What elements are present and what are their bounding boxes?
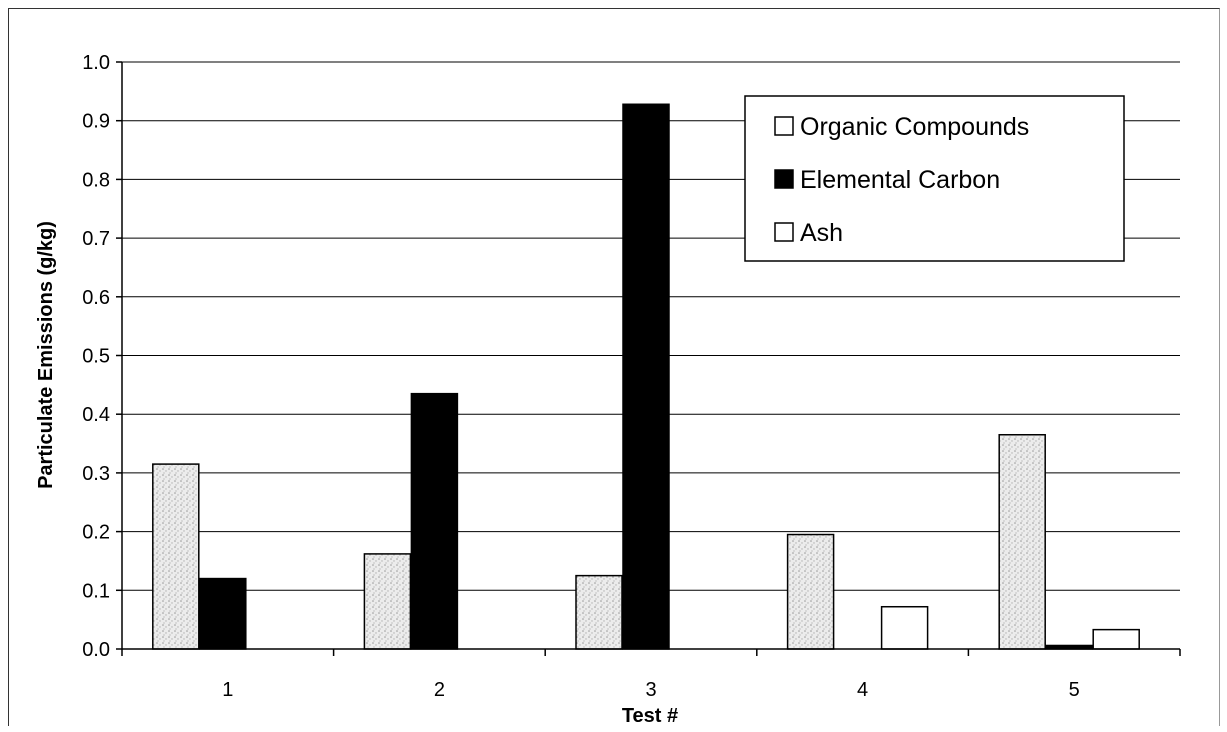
legend-label: Organic Compounds: [800, 113, 1029, 141]
y-tick-label: 0.4: [82, 404, 110, 426]
bar-ash: [1092, 628, 1140, 650]
bar-elemental-carbon: [622, 103, 670, 650]
legend-label: Ash: [800, 219, 843, 247]
y-tick-label: 0.9: [82, 111, 110, 133]
y-tick-label: 0.0: [82, 639, 110, 661]
y-tick-label: 1.0: [82, 52, 110, 74]
tick-labels: 0.0 0.1 0.2 0.3 0.4 0.5 0.6 0.7 0.8 0.9 1.0 1 2 3 4 5: [82, 52, 1181, 701]
legend-swatch: [774, 222, 794, 242]
y-tick-label: 0.1: [82, 580, 110, 602]
legend-swatch: [774, 116, 794, 136]
bar-ash: [880, 605, 929, 650]
y-axis-title: Particulate Emissions (g/kg): [35, 221, 57, 489]
y-tick-label: 0.8: [82, 169, 110, 191]
legend-label: Elemental Carbon: [800, 166, 1000, 194]
x-tick-label: 3: [645, 679, 656, 701]
x-tick-label: 4: [857, 679, 868, 701]
bar-elemental-carbon: [410, 392, 459, 650]
bar-organic-compounds: [998, 433, 1046, 650]
y-tick-label: 0.7: [82, 228, 110, 250]
legend: Organic Compounds Elemental Carbon Ash: [744, 95, 1125, 262]
y-tick-label: 0.2: [82, 522, 110, 544]
x-axis-title: Test #: [622, 705, 678, 727]
bar-organic-compounds: [575, 574, 623, 650]
y-tick-label: 0.6: [82, 287, 110, 309]
bars: [152, 103, 1140, 650]
y-tick-label: 0.5: [82, 346, 110, 368]
x-tick-label: 1: [222, 679, 233, 701]
x-tick-label: 5: [1069, 679, 1080, 701]
legend-swatch: [774, 169, 794, 189]
y-tick-label: 0.3: [82, 463, 110, 485]
bar-elemental-carbon: [199, 577, 247, 650]
bar-organic-compounds: [152, 463, 200, 650]
bar-organic-compounds: [363, 553, 412, 650]
x-tick-label: 2: [434, 679, 445, 701]
bar-organic-compounds: [786, 533, 835, 650]
chart-frame: [8, 8, 1220, 726]
legend-box: [744, 95, 1125, 262]
